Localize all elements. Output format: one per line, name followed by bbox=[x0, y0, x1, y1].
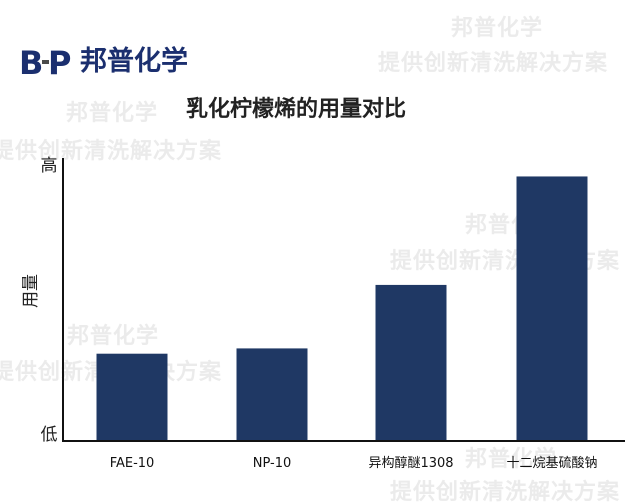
chart-title: 乳化柠檬烯的用量对比 bbox=[186, 96, 407, 122]
logo-dash bbox=[42, 60, 49, 64]
logo-letter-p: P bbox=[48, 44, 71, 81]
y-tick-label-low: 低 bbox=[41, 425, 58, 445]
bar-4 bbox=[516, 176, 588, 442]
x-tick-label-1: FAE-10 bbox=[110, 456, 155, 471]
brand-name: 邦普化学 bbox=[80, 46, 188, 77]
bar-2 bbox=[236, 348, 308, 441]
y-tick-label-high: 高 bbox=[41, 156, 58, 176]
x-tick-label-4: 十二烷基硫酸钠 bbox=[506, 456, 597, 471]
x-tick-label-3: 异构醇醚1308 bbox=[368, 455, 453, 471]
bars-group bbox=[96, 176, 588, 442]
x-tick-labels: FAE-10 NP-10 异构醇醚1308 十二烷基硫酸钠 bbox=[110, 455, 598, 471]
y-axis-label: 用量 bbox=[21, 274, 41, 308]
brand-logo: B P 邦普化学 bbox=[18, 43, 188, 81]
bar-3 bbox=[375, 284, 447, 441]
bp-logo-mark-icon: B P bbox=[19, 44, 71, 81]
logo-letter-b: B bbox=[19, 44, 43, 81]
bar-1 bbox=[96, 353, 168, 441]
x-tick-label-2: NP-10 bbox=[253, 456, 292, 471]
